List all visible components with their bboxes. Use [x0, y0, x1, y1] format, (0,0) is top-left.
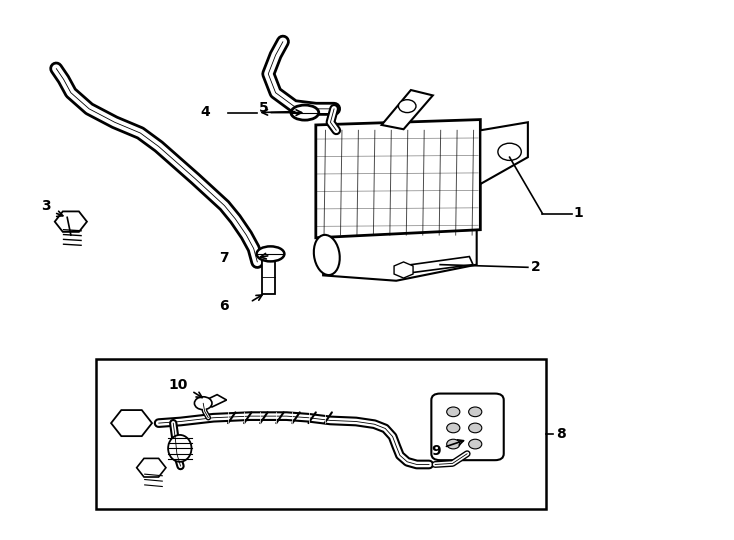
Text: 6: 6 — [219, 299, 229, 313]
Polygon shape — [323, 230, 476, 281]
Circle shape — [447, 423, 460, 433]
Text: 4: 4 — [200, 105, 210, 119]
Text: 2: 2 — [531, 260, 540, 274]
Text: 10: 10 — [168, 378, 187, 392]
Text: 8: 8 — [556, 427, 565, 441]
Circle shape — [447, 407, 460, 417]
Polygon shape — [262, 256, 275, 294]
Polygon shape — [404, 256, 473, 273]
Circle shape — [468, 423, 482, 433]
Ellipse shape — [168, 435, 192, 462]
Text: 7: 7 — [219, 251, 229, 265]
Polygon shape — [316, 119, 480, 238]
Text: 9: 9 — [432, 444, 441, 458]
Polygon shape — [203, 395, 227, 407]
Circle shape — [447, 439, 460, 449]
Ellipse shape — [291, 105, 319, 120]
Text: 5: 5 — [259, 100, 269, 114]
Circle shape — [468, 439, 482, 449]
Ellipse shape — [314, 235, 340, 275]
Text: 1: 1 — [573, 206, 583, 220]
Bar — [96, 359, 546, 509]
Circle shape — [399, 100, 416, 113]
FancyBboxPatch shape — [432, 394, 504, 460]
Polygon shape — [382, 90, 433, 129]
Circle shape — [498, 143, 521, 160]
Polygon shape — [480, 122, 528, 184]
Ellipse shape — [257, 246, 284, 261]
Circle shape — [195, 397, 212, 410]
Text: 3: 3 — [42, 199, 51, 213]
Circle shape — [468, 407, 482, 417]
